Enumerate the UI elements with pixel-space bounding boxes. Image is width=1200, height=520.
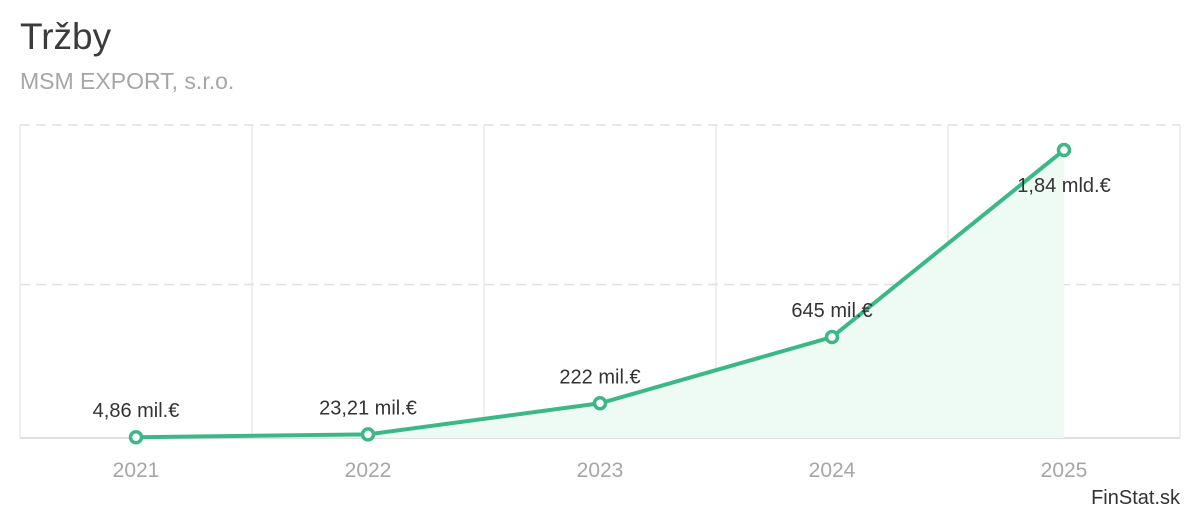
data-point bbox=[824, 329, 840, 345]
data-label: 1,84 mld.€ bbox=[1017, 175, 1110, 197]
x-tick-label: 2021 bbox=[113, 459, 160, 482]
data-point bbox=[360, 427, 376, 442]
data-label: 645 mil.€ bbox=[791, 300, 872, 322]
chart-subtitle: MSM EXPORT, s.r.o. bbox=[20, 68, 235, 94]
x-tick-label: 2024 bbox=[809, 459, 856, 482]
x-tick-label: 2025 bbox=[1041, 459, 1088, 482]
data-label: 23,21 mil.€ bbox=[319, 397, 417, 419]
data-point bbox=[128, 429, 144, 445]
finstat-credit[interactable]: FinStat.sk bbox=[1091, 487, 1180, 509]
x-tick-label: 2022 bbox=[345, 459, 392, 482]
data-point bbox=[592, 396, 608, 411]
chart-title: Tržby bbox=[20, 16, 112, 57]
series-area bbox=[136, 150, 1064, 439]
data-label: 4,86 mil.€ bbox=[93, 400, 180, 422]
x-tick-label: 2023 bbox=[577, 459, 624, 482]
data-point bbox=[1056, 142, 1072, 158]
data-label: 222 mil.€ bbox=[559, 366, 640, 388]
